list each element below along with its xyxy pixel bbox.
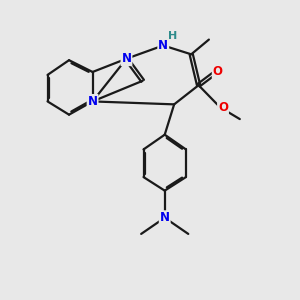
Text: N: N [122, 52, 131, 65]
Text: O: O [213, 65, 223, 79]
Text: H: H [168, 31, 178, 41]
Text: N: N [158, 39, 168, 52]
Text: N: N [160, 211, 170, 224]
Text: O: O [218, 101, 228, 114]
Text: N: N [88, 95, 98, 108]
